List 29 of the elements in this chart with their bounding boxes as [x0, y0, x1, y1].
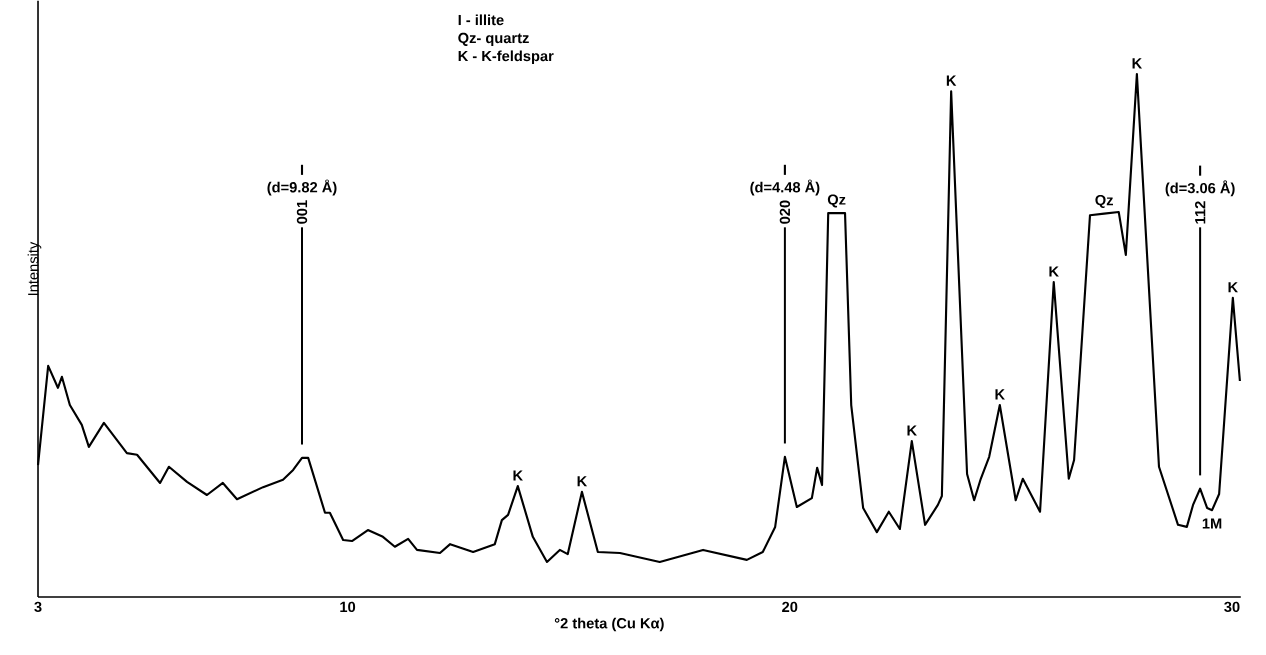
annotation: 001: [296, 200, 308, 224]
x-tick-label: 10: [340, 601, 356, 613]
annotation: 112: [1195, 201, 1206, 224]
annotation: K: [1132, 58, 1143, 69]
text: Qz- quartz: [458, 32, 529, 47]
annotation: K: [1228, 282, 1238, 293]
annotation: K: [1049, 266, 1059, 277]
x-axis-title: °2 theta (Cu Kα): [554, 617, 664, 632]
annotation: (d=4.48 Å): [750, 179, 820, 196]
x-tick-label: 3: [34, 601, 42, 613]
annotation: I: [300, 164, 304, 175]
annotation: (d=3.06 Å): [1165, 180, 1235, 197]
annotation: K: [995, 389, 1005, 400]
annotation: K: [513, 470, 523, 481]
x-tick-label: 20: [782, 601, 798, 613]
annotation: 1M: [1202, 518, 1222, 529]
annotation: Qz: [827, 194, 846, 208]
annotation: K: [946, 75, 957, 86]
text: I - illite: [458, 14, 504, 26]
annotation: Qz: [1095, 194, 1113, 209]
annotation: K: [577, 476, 588, 487]
annotation: K: [907, 425, 917, 436]
text: K - K-feldspar: [458, 50, 554, 65]
annotation: 020: [779, 200, 791, 224]
annotation: I: [1199, 165, 1202, 176]
y-axis-title: Intensity: [27, 241, 42, 296]
x-tick-label: 30: [1224, 601, 1240, 613]
annotation: I: [783, 164, 786, 175]
annotation: (d=9.82 Å): [267, 179, 337, 196]
